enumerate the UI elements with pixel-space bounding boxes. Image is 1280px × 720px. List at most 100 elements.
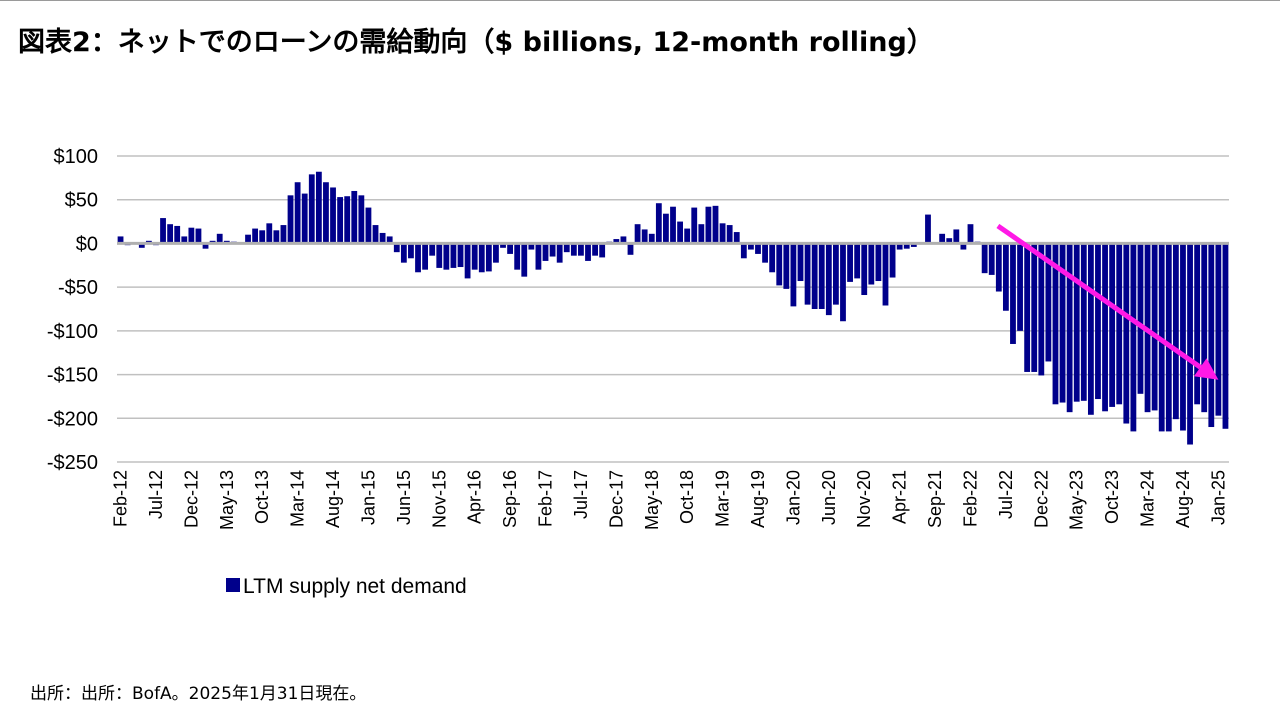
bar bbox=[613, 239, 620, 244]
bar bbox=[464, 243, 471, 279]
bar bbox=[521, 243, 528, 277]
legend-label: LTM supply net demand bbox=[243, 575, 467, 598]
bar bbox=[762, 243, 768, 263]
x-tick-label: Feb-22 bbox=[961, 470, 981, 527]
bar bbox=[386, 236, 393, 244]
bar bbox=[684, 228, 691, 244]
bar bbox=[1052, 243, 1059, 405]
bar bbox=[1222, 243, 1229, 429]
bar bbox=[776, 243, 783, 286]
bar bbox=[1151, 243, 1158, 411]
bar bbox=[960, 243, 967, 250]
bar bbox=[429, 243, 436, 256]
x-tick-label: Apr-16 bbox=[465, 470, 485, 524]
bar bbox=[344, 196, 351, 244]
bar bbox=[719, 223, 726, 244]
bar bbox=[740, 243, 747, 259]
x-tick-label: Jun-15 bbox=[394, 470, 414, 525]
bar bbox=[117, 236, 124, 244]
bar bbox=[599, 243, 606, 258]
bar bbox=[1180, 243, 1186, 431]
bar bbox=[592, 243, 598, 256]
bar bbox=[287, 195, 294, 244]
bar bbox=[1031, 243, 1038, 372]
bar-series bbox=[117, 171, 1229, 445]
bar bbox=[549, 243, 556, 257]
bar bbox=[337, 197, 344, 244]
bar bbox=[563, 243, 570, 253]
bar bbox=[705, 206, 712, 244]
bar bbox=[663, 213, 669, 244]
x-tick-label: Jun-20 bbox=[819, 470, 839, 525]
bar bbox=[266, 223, 273, 244]
x-tick-label: Mar-24 bbox=[1138, 470, 1158, 527]
trend-arrow-shaft bbox=[996, 223, 1202, 370]
bar bbox=[641, 229, 648, 244]
bar bbox=[415, 243, 421, 273]
bar bbox=[988, 243, 995, 275]
bar bbox=[840, 243, 846, 322]
bar bbox=[939, 233, 946, 244]
bar bbox=[847, 243, 853, 282]
bar bbox=[202, 243, 209, 249]
bar bbox=[167, 224, 174, 244]
x-tick-label: Sep-16 bbox=[500, 470, 520, 528]
x-tick-label: Apr-21 bbox=[890, 470, 910, 524]
bar bbox=[372, 225, 379, 244]
x-tick-label: Dec-12 bbox=[181, 470, 201, 528]
bar bbox=[500, 243, 506, 248]
bar bbox=[1172, 243, 1179, 420]
bar bbox=[1187, 243, 1193, 445]
bar bbox=[528, 243, 535, 250]
bar bbox=[471, 243, 478, 270]
y-tick-label: -$200 bbox=[47, 408, 98, 430]
bar bbox=[507, 243, 513, 254]
x-tick-label: Oct-13 bbox=[252, 470, 272, 524]
bar bbox=[1059, 243, 1066, 403]
x-tick-label: Feb-12 bbox=[111, 470, 131, 527]
bar bbox=[648, 233, 655, 244]
bar bbox=[1137, 243, 1144, 394]
bar bbox=[585, 243, 591, 261]
bar bbox=[174, 225, 181, 244]
x-tick-label: Jul-12 bbox=[146, 470, 166, 519]
legend: LTM supply net demand bbox=[226, 575, 467, 598]
bar bbox=[514, 243, 521, 270]
bar bbox=[818, 243, 825, 309]
x-tick-label: Dec-17 bbox=[606, 470, 626, 528]
bar bbox=[478, 243, 485, 273]
bar bbox=[422, 243, 429, 270]
bar bbox=[677, 221, 683, 244]
bar bbox=[1130, 243, 1137, 432]
bar bbox=[245, 234, 251, 244]
bar bbox=[1010, 243, 1016, 344]
bar bbox=[315, 171, 322, 244]
bar bbox=[1215, 243, 1222, 416]
bar bbox=[365, 207, 372, 244]
bar bbox=[733, 232, 740, 244]
bar bbox=[868, 243, 875, 285]
bar bbox=[252, 228, 259, 244]
bar bbox=[1116, 243, 1123, 405]
bar bbox=[691, 207, 698, 244]
bar bbox=[1073, 243, 1080, 402]
bar bbox=[195, 228, 202, 244]
source-note: 出所：出所：BofA。2025年1月31日現在。 bbox=[30, 684, 367, 704]
bar bbox=[620, 236, 627, 244]
bar bbox=[294, 182, 301, 244]
bar bbox=[953, 229, 960, 244]
x-tick-label: Nov-20 bbox=[854, 470, 874, 528]
y-axis: $100 $50 $0 -$50 -$100 -$150 -$200 -$250 bbox=[47, 146, 98, 474]
chart-title: 図表2：ネットでのローンの需給動向（$ billions, 12-month r… bbox=[18, 27, 934, 58]
bar bbox=[925, 214, 931, 244]
bar bbox=[138, 243, 145, 248]
bar bbox=[967, 224, 974, 244]
x-tick-label: Aug-24 bbox=[1173, 470, 1193, 528]
bar bbox=[1095, 243, 1101, 400]
x-tick-label: Jan-15 bbox=[358, 470, 378, 525]
bar bbox=[726, 225, 733, 244]
bar bbox=[748, 243, 754, 250]
bar bbox=[833, 243, 839, 305]
bar bbox=[570, 243, 577, 256]
bar bbox=[443, 243, 450, 270]
